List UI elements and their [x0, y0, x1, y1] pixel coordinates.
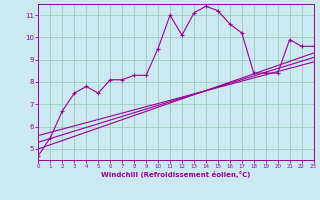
X-axis label: Windchill (Refroidissement éolien,°C): Windchill (Refroidissement éolien,°C) — [101, 171, 251, 178]
